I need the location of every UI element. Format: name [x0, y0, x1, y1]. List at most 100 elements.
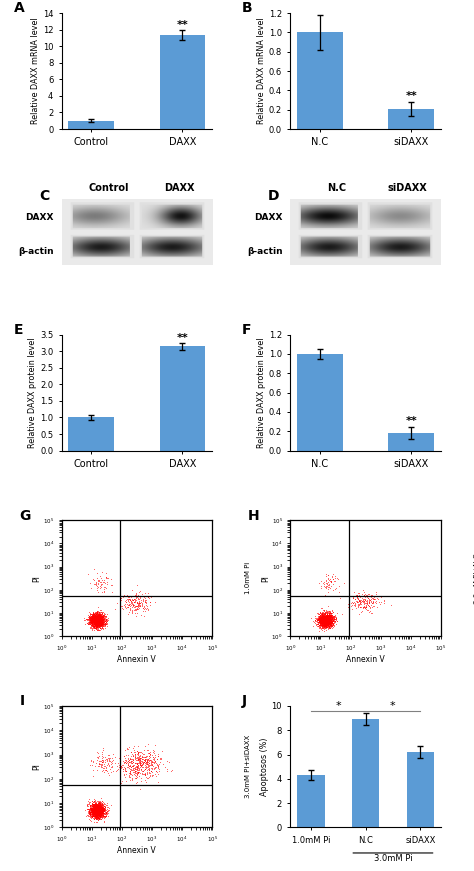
Point	[90, 803, 97, 817]
Point	[355, 597, 362, 611]
Point	[122, 597, 129, 611]
Point	[98, 800, 105, 814]
Point	[94, 611, 102, 625]
Point	[83, 802, 91, 816]
Point	[117, 759, 125, 773]
Point	[98, 799, 105, 813]
Point	[358, 586, 366, 600]
Point	[91, 797, 99, 811]
Point	[319, 615, 327, 629]
Point	[321, 612, 328, 626]
Point	[86, 805, 94, 819]
Point	[97, 798, 104, 812]
Point	[319, 614, 327, 628]
Point	[88, 616, 95, 630]
Point	[93, 800, 101, 814]
Point	[137, 758, 144, 772]
Point	[317, 618, 324, 632]
Point	[319, 618, 327, 632]
Point	[130, 761, 137, 775]
Point	[91, 800, 99, 814]
Point	[322, 614, 329, 628]
Point	[96, 754, 104, 768]
Point	[87, 807, 95, 820]
Point	[133, 599, 140, 613]
Point	[91, 812, 98, 826]
Point	[325, 616, 332, 630]
Point	[89, 612, 97, 626]
Point	[87, 611, 95, 625]
Point	[325, 615, 333, 629]
Point	[326, 615, 333, 629]
Point	[319, 610, 327, 624]
Point	[319, 611, 327, 625]
Point	[93, 803, 101, 817]
Point	[314, 611, 321, 625]
Point	[94, 616, 102, 630]
Point	[91, 610, 99, 624]
Point	[93, 606, 100, 620]
Point	[149, 746, 157, 760]
Point	[125, 593, 132, 607]
Point	[320, 617, 328, 631]
Point	[92, 802, 100, 816]
Point	[322, 604, 329, 618]
Point	[100, 806, 108, 820]
Point	[133, 595, 140, 609]
Point	[325, 613, 332, 627]
Point	[322, 620, 330, 634]
Point	[127, 771, 134, 785]
Point	[95, 617, 103, 631]
Point	[91, 617, 99, 631]
Point	[320, 614, 328, 628]
Point	[88, 613, 96, 627]
Point	[124, 748, 132, 762]
Point	[91, 616, 98, 630]
Point	[93, 615, 100, 629]
Point	[132, 776, 140, 790]
Point	[322, 618, 329, 632]
Point	[99, 807, 107, 820]
Point	[91, 611, 98, 625]
Point	[94, 800, 102, 814]
Point	[135, 750, 143, 764]
Point	[321, 610, 328, 624]
Point	[93, 606, 101, 620]
Point	[320, 612, 328, 626]
Point	[95, 616, 103, 630]
Point	[145, 762, 152, 776]
Point	[97, 618, 105, 631]
Point	[138, 760, 146, 774]
Point	[95, 614, 102, 628]
Point	[317, 617, 325, 631]
Point	[100, 801, 108, 815]
Point	[319, 615, 327, 629]
Point	[97, 800, 104, 814]
Point	[320, 613, 328, 627]
Point	[94, 615, 101, 629]
Point	[92, 618, 100, 632]
Point	[143, 753, 151, 766]
Point	[121, 743, 128, 757]
Point	[93, 805, 100, 819]
Point	[91, 802, 99, 816]
Point	[322, 611, 329, 625]
Point	[319, 610, 327, 624]
Point	[92, 809, 100, 823]
Point	[92, 799, 100, 813]
Point	[93, 612, 100, 626]
Point	[92, 615, 100, 629]
Point	[323, 614, 331, 628]
Point	[109, 746, 116, 760]
Point	[84, 808, 92, 822]
Point	[87, 618, 94, 631]
Point	[92, 613, 100, 627]
Point	[98, 617, 105, 631]
Point	[98, 606, 105, 620]
Point	[320, 611, 328, 625]
Point	[94, 806, 101, 820]
Point	[88, 800, 95, 814]
Point	[138, 752, 146, 766]
Point	[95, 802, 102, 816]
Point	[91, 612, 99, 626]
